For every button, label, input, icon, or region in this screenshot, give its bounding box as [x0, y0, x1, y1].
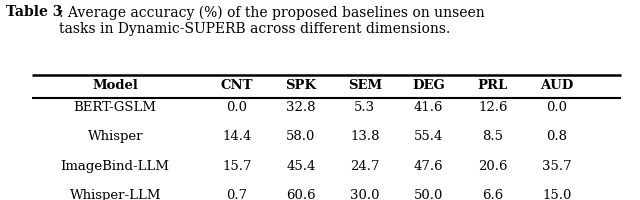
Text: Whisper: Whisper [88, 130, 143, 143]
Text: SEM: SEM [348, 79, 382, 92]
Text: BERT-GSLM: BERT-GSLM [74, 101, 157, 114]
Text: : Average accuracy (%) of the proposed baselines on unseen
tasks in Dynamic-SUPE: : Average accuracy (%) of the proposed b… [59, 5, 484, 36]
Text: AUD: AUD [540, 79, 573, 92]
Text: 47.6: 47.6 [414, 160, 444, 173]
Text: 20.6: 20.6 [478, 160, 508, 173]
Text: 0.0: 0.0 [227, 101, 247, 114]
Text: 12.6: 12.6 [478, 101, 508, 114]
Text: 5.3: 5.3 [354, 101, 376, 114]
Text: 58.0: 58.0 [286, 130, 316, 143]
Text: Model: Model [92, 79, 138, 92]
Text: DEG: DEG [412, 79, 445, 92]
Text: 32.8: 32.8 [286, 101, 316, 114]
Text: ImageBind-LLM: ImageBind-LLM [61, 160, 170, 173]
Text: Whisper-LLM: Whisper-LLM [70, 189, 161, 200]
Text: 0.0: 0.0 [547, 101, 567, 114]
Text: Table 3: Table 3 [6, 5, 63, 19]
Text: 15.0: 15.0 [542, 189, 572, 200]
Text: PRL: PRL [477, 79, 508, 92]
Text: 0.8: 0.8 [547, 130, 567, 143]
Text: 14.4: 14.4 [222, 130, 252, 143]
Text: 13.8: 13.8 [350, 130, 380, 143]
Text: SPK: SPK [285, 79, 316, 92]
Text: 6.6: 6.6 [482, 189, 504, 200]
Text: 8.5: 8.5 [483, 130, 503, 143]
Text: 60.6: 60.6 [286, 189, 316, 200]
Text: 15.7: 15.7 [222, 160, 252, 173]
Text: 45.4: 45.4 [286, 160, 316, 173]
Text: 41.6: 41.6 [414, 101, 444, 114]
Text: 35.7: 35.7 [542, 160, 572, 173]
Text: 30.0: 30.0 [350, 189, 380, 200]
Text: 55.4: 55.4 [414, 130, 444, 143]
Text: CNT: CNT [221, 79, 253, 92]
Text: 0.7: 0.7 [226, 189, 248, 200]
Text: 50.0: 50.0 [414, 189, 444, 200]
Text: 24.7: 24.7 [350, 160, 380, 173]
